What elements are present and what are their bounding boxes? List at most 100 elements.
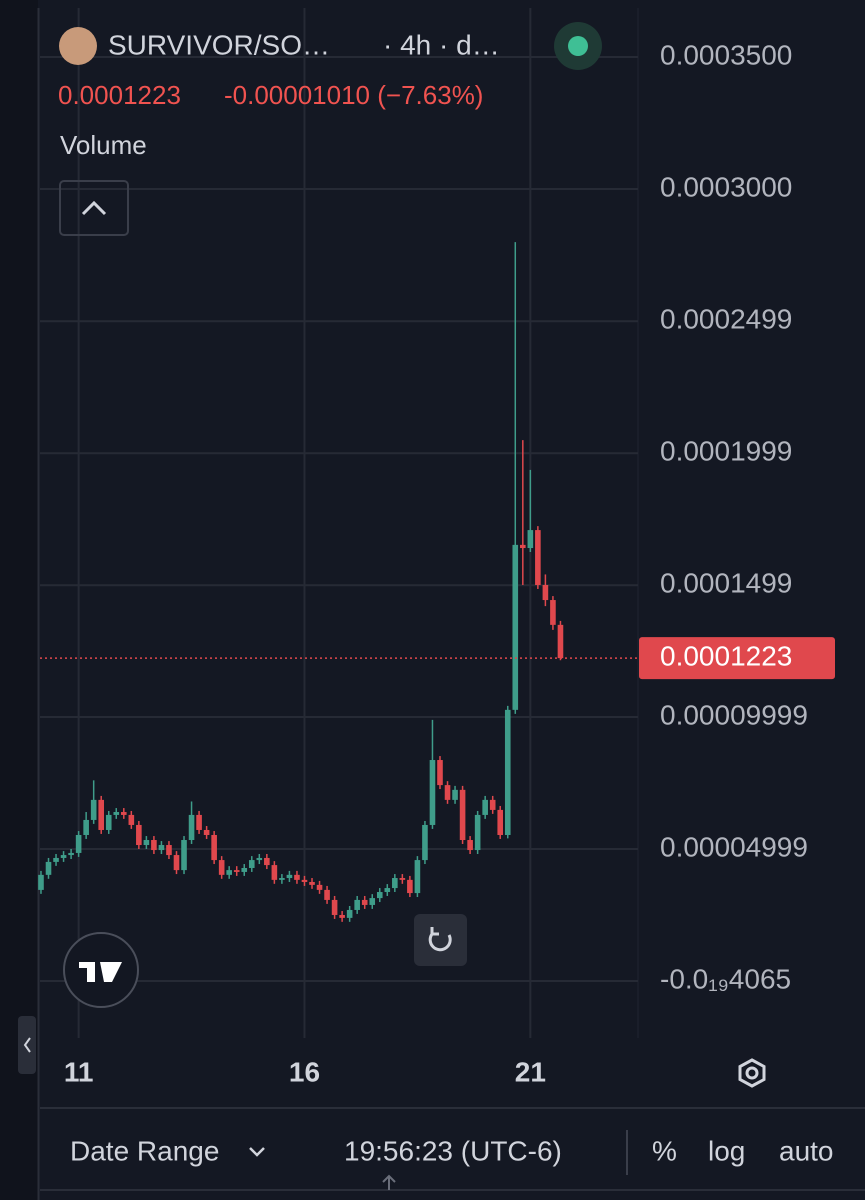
last-price-tag-label: 0.0001223 (660, 641, 792, 672)
volume-label: Volume (60, 130, 147, 160)
candle-body (557, 624, 564, 659)
candle-body (422, 824, 428, 861)
side-toggle-icon (23, 1037, 31, 1053)
candle-body (489, 799, 496, 810)
candle-body (369, 898, 376, 905)
candle-body (196, 814, 202, 830)
candle-body (444, 785, 451, 800)
candle-body (98, 799, 105, 830)
candle-body (241, 867, 248, 872)
candle-body (474, 814, 481, 851)
candle-body (151, 840, 157, 851)
candle-body (158, 845, 165, 851)
candle-body (550, 600, 556, 625)
candle-body (354, 899, 360, 910)
candle-body (482, 799, 488, 815)
candle-body (407, 879, 413, 894)
grid (40, 8, 638, 1038)
candle-body (459, 789, 466, 841)
y-tick-label: 0.00004999 (660, 831, 808, 862)
tv-logo[interactable] (63, 932, 139, 1008)
status-dot (568, 36, 588, 56)
candle-body (120, 812, 127, 815)
candle-body (392, 878, 398, 889)
candle-body (316, 884, 323, 890)
date-range[interactable]: Date Range (70, 1135, 219, 1166)
y-tick-label: 0.0003500 (660, 39, 792, 70)
candle-body (53, 857, 59, 862)
candle-body (143, 840, 150, 846)
candle-body (512, 544, 519, 710)
candle-body (520, 544, 526, 549)
candle-body (414, 860, 421, 894)
candle-body (173, 855, 180, 871)
y-tick-label: 0.0003000 (660, 171, 792, 202)
settings-icon-center (745, 1066, 759, 1080)
candle-body (113, 812, 120, 815)
candle-body (535, 530, 541, 585)
candle-body (188, 814, 195, 841)
x-tick-label: 16 (289, 1056, 320, 1087)
chevron-up-icon (81, 200, 107, 216)
candle-body (105, 814, 112, 830)
candle-body (467, 840, 473, 851)
candle-body (331, 899, 338, 915)
candle-body (339, 914, 345, 918)
candle-body (437, 760, 443, 786)
y-tick-label: 0.0001999 (660, 436, 792, 467)
clock[interactable]: 19:56:23 (UTC-6) (344, 1135, 562, 1166)
symbol[interactable]: SURVIVOR/SO… (108, 29, 330, 60)
candle-body (256, 857, 263, 861)
candle-body (279, 878, 285, 880)
token-avatar[interactable] (59, 27, 97, 65)
y-tick-label: -0.0₁₉4065 (660, 963, 791, 994)
candle-body (233, 870, 240, 872)
collapse-button[interactable] (59, 180, 129, 236)
candle-body (248, 860, 255, 868)
candles (38, 242, 564, 922)
side-toggle[interactable] (18, 1016, 36, 1074)
drag-handle[interactable] (382, 1174, 396, 1190)
settings-icon[interactable] (738, 1058, 766, 1088)
candle-body (166, 845, 172, 856)
candle-body (452, 789, 458, 800)
percent-toggle[interactable]: % (652, 1135, 677, 1166)
reset-button[interactable] (414, 914, 467, 966)
candle-body (399, 878, 406, 880)
candle-body (271, 865, 278, 880)
candle-body (429, 760, 436, 825)
candle-body (286, 874, 293, 879)
candle-body (542, 584, 549, 601)
auto-toggle[interactable]: auto (779, 1135, 834, 1166)
candle-body (90, 799, 97, 820)
last-price: 0.0001223 (58, 80, 181, 110)
side-panel (0, 0, 38, 1200)
x-tick-label: 21 (515, 1056, 546, 1087)
log-toggle[interactable]: log (708, 1135, 745, 1166)
candle-body (376, 892, 383, 899)
reset-icon (428, 927, 452, 952)
candle-body (324, 889, 330, 900)
y-tick-label: 0.0002499 (660, 304, 792, 335)
candle-body (346, 909, 353, 918)
candle-body (60, 855, 67, 858)
candle-body (181, 840, 187, 871)
candle-body (301, 879, 308, 882)
candle-body (361, 899, 368, 905)
candle-body (384, 888, 391, 893)
interval[interactable]: · 4h · d… (383, 29, 500, 60)
candle-body (504, 709, 511, 835)
price-change: -0.00001010 (−7.63%) (224, 80, 483, 110)
candle-body (136, 824, 142, 846)
candle-body (75, 834, 82, 853)
candle-body (226, 870, 232, 875)
candle-body (309, 881, 315, 885)
date-range-chevron (249, 1147, 265, 1157)
candle-body (128, 814, 135, 825)
candle-body (294, 874, 300, 880)
candle-body (203, 829, 210, 835)
tv-logo-mark (79, 962, 122, 982)
candle-body (83, 819, 89, 835)
